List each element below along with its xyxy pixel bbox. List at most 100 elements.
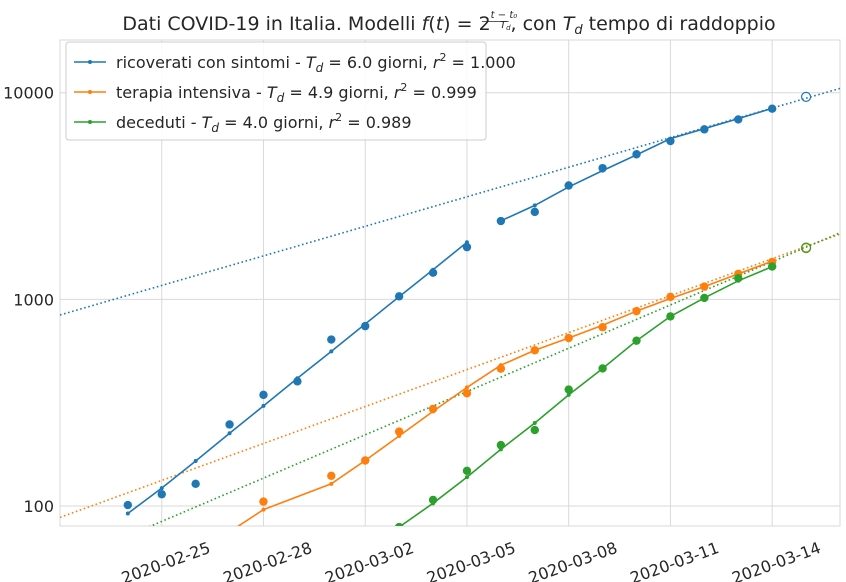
y-tick-label: 1000 [13,290,54,309]
y-axis-ticks: 100 1000 10000 [3,84,54,516]
legend-swatch-marker-ricoverati [88,60,92,64]
legend-label-part: = 4.0 giorni, [219,113,329,132]
data-point-terapia [496,364,506,373]
legend-label-terapia: terapia intensiva - Td = 4.9 giorni, r2 … [116,81,477,105]
legend-label-part: terapia intensiva - [116,83,267,102]
data-point-ricoverati [293,377,302,386]
data-point-terapia [428,404,438,414]
data-point-terapia [259,497,268,506]
fit-marker-terapia [464,385,469,390]
data-point-ricoverati [564,181,573,190]
legend-label-part: 2 [400,81,407,94]
data-point-ricoverati [666,136,675,146]
chart-title: Dati COVID-19 in Italia. Modelli f(t) = … [122,10,775,38]
data-point-ricoverati [428,268,438,277]
data-point-ricoverati [598,163,607,173]
data-point-deceduti [564,385,573,394]
trend-line-deceduti [148,232,840,526]
fit-marker-ricoverati [227,431,232,436]
data-point-deceduti [666,312,675,321]
data-point-deceduti [530,425,539,435]
legend-label-part: d [211,121,219,135]
fit-marker-ricoverati [532,203,537,208]
fit-marker-deceduti [464,475,469,480]
data-point-ricoverati [394,292,404,301]
fit-line-deceduti [670,265,773,318]
data-point-ricoverati [632,150,641,159]
legend-label-deceduti: deceduti - Td = 4.0 giorni, r2 = 0.989 [116,111,412,135]
legend-swatch-marker-terapia [88,90,92,94]
trend-lines [60,87,840,526]
data-point-ricoverati [123,500,133,510]
fit-marker-ricoverati [261,403,266,408]
legend-label-part: 2 [439,51,446,64]
legend-label-ricoverati: ricoverati con sintomi - Td = 6.0 giorni… [116,51,516,75]
data-point-deceduti [395,522,404,526]
legend-label-part: = 1.000 [446,53,515,72]
data-point-terapia [632,306,641,316]
data-point-ricoverati [157,490,166,499]
data-point-terapia [462,389,472,398]
data-points [123,104,777,526]
legend-label-part: T [267,83,278,102]
fit-marker-ricoverati [193,459,198,464]
y-tick-label: 10000 [3,84,54,103]
data-point-terapia [700,282,709,291]
data-point-terapia [530,346,539,355]
legend-box [65,41,487,141]
data-point-terapia [598,323,607,332]
data-point-deceduti [496,440,506,450]
legend-label-part: = 0.999 [407,83,476,102]
fit-marker-ricoverati [125,511,130,516]
legend-swatch-marker-deceduti [88,120,92,124]
legend-label-part: = 0.989 [342,113,411,132]
legend-label-part: r [394,83,402,102]
data-point-deceduti [734,273,743,283]
data-point-deceduti [632,336,641,345]
data-point-ricoverati [225,420,234,429]
fit-marker-ricoverati [159,486,164,491]
data-point-terapia [666,292,675,302]
data-point-ricoverati [530,207,539,217]
fit-marker-terapia [261,507,266,512]
legend-label-part: d [277,91,285,105]
data-point-terapia [327,471,336,480]
legend-label-part: = 6.0 giorni, [323,53,433,72]
data-point-terapia [394,427,404,436]
data-point-ricoverati [700,125,709,134]
data-point-deceduti [462,466,472,475]
data-point-deceduti [598,364,607,373]
fit-marker-ricoverati [329,349,334,354]
data-point-deceduti [700,293,709,303]
data-point-ricoverati [361,321,370,331]
data-point-ricoverati [191,479,200,489]
legend-label-part: r [329,113,337,132]
forecast-marker-deceduti [800,242,812,253]
plot-frame [59,39,841,527]
legend-label-part: ricoverati con sintomi - [116,53,306,72]
data-point-ricoverati [259,390,268,400]
legend-label-part: 2 [335,111,342,124]
y-tick-label: 100 [23,497,54,516]
legend-label-part: = 4.9 giorni, [284,83,394,102]
trend-line-ricoverati [60,87,840,316]
forecast-marker-ricoverati [800,91,812,102]
fit-marker-deceduti [532,421,537,426]
legend-label-part: T [306,53,317,72]
legend: ricoverati con sintomi - Td = 6.0 giorni… [65,41,516,141]
legend-label-part: d [316,61,324,75]
fit-marker-deceduti [566,392,571,397]
fit-marker-terapia [329,481,334,486]
data-point-terapia [361,456,370,465]
legend-label-part: T [202,113,213,132]
fit-line-terapia [236,364,502,526]
data-point-terapia [564,333,573,343]
data-point-ricoverati [767,104,777,113]
data-point-ricoverati [496,216,506,226]
data-point-deceduti [428,495,438,505]
data-point-ricoverati [327,335,336,344]
forecast-markers [800,91,812,254]
legend-label-part: deceduti - [116,113,202,132]
